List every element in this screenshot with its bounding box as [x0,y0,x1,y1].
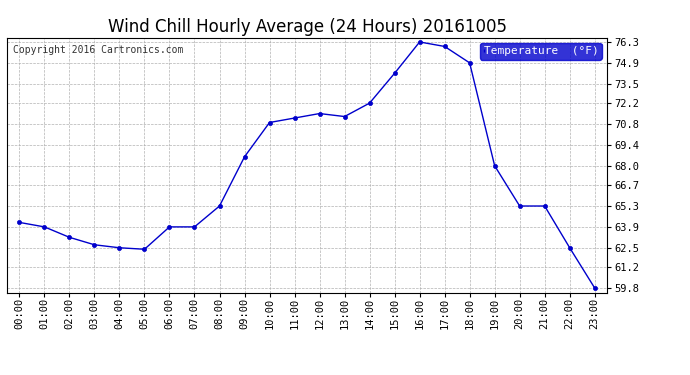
Text: Copyright 2016 Cartronics.com: Copyright 2016 Cartronics.com [13,45,184,55]
Legend: Temperature  (°F): Temperature (°F) [480,43,602,60]
Title: Wind Chill Hourly Average (24 Hours) 20161005: Wind Chill Hourly Average (24 Hours) 201… [108,18,506,36]
